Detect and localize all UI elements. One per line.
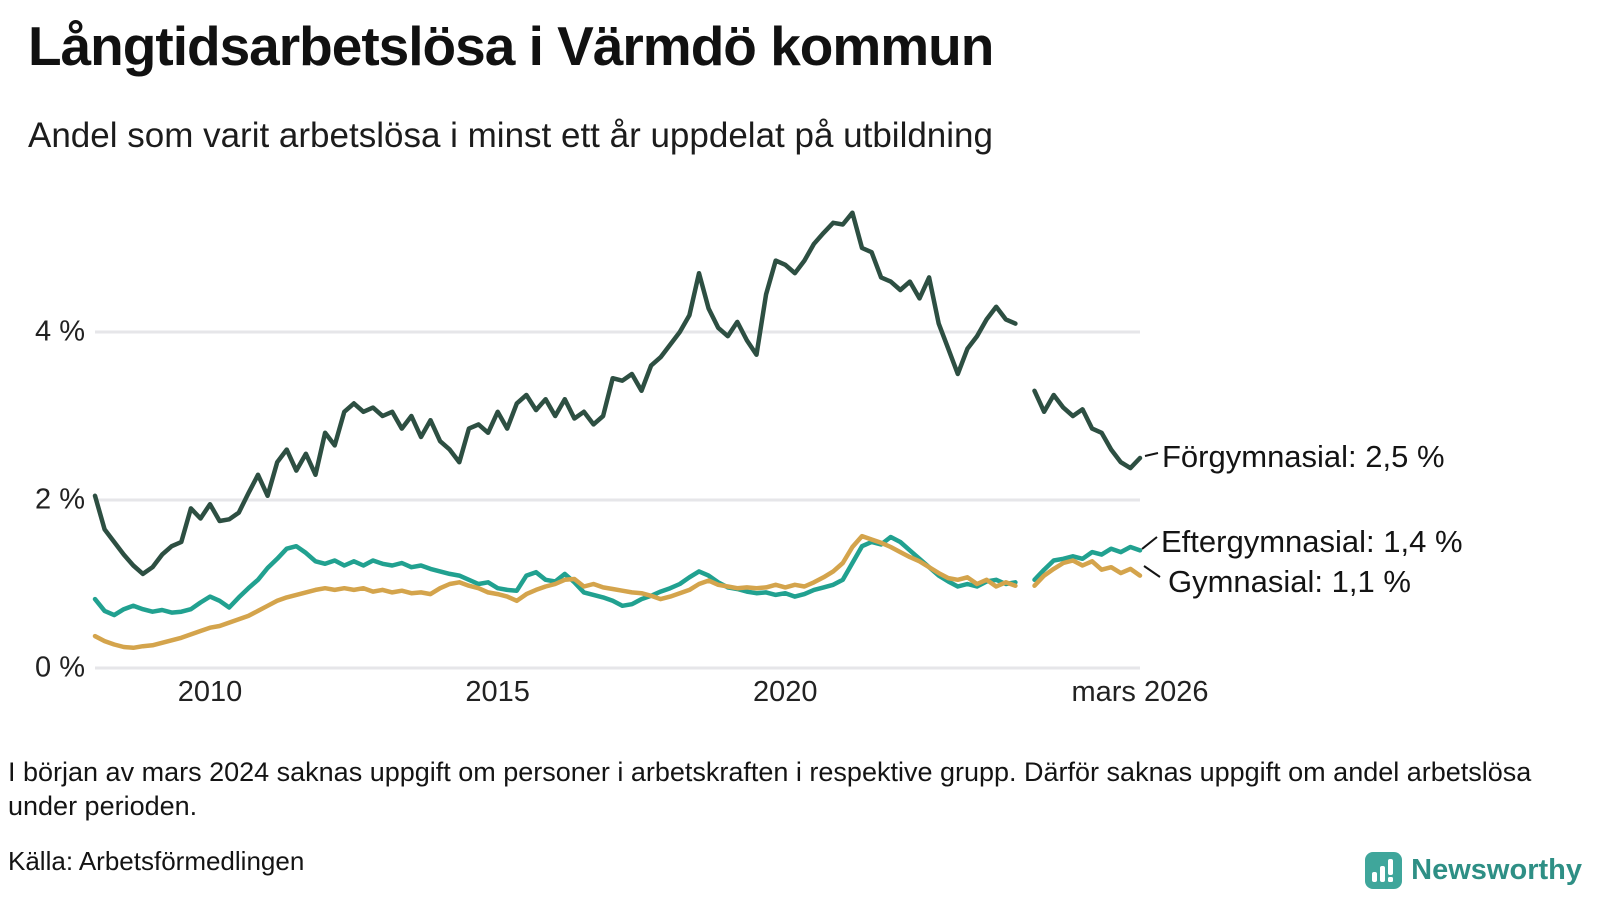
gridlines (95, 330, 1140, 670)
page-title: Långtidsarbetslösa i Värmdö kommun (28, 15, 994, 77)
y-tick-label: 2 % (35, 483, 85, 516)
connector-forgymnasial (1144, 452, 1159, 457)
y-tick-label: 4 % (35, 315, 85, 348)
source-credit: Källa: Arbetsförmedlingen (8, 846, 305, 876)
series-label-eftergymnasial: Eftergymnasial: 1,4 % (1161, 524, 1463, 559)
series-line-gymnasial (92, 533, 1143, 651)
series-label-gymnasial: Gymnasial: 1,1 % (1168, 564, 1411, 599)
series-label-forgymnasial: Förgymnasial: 2,5 % (1162, 439, 1445, 474)
series-lines (92, 210, 1143, 651)
y-tick-label: 0 % (35, 651, 85, 684)
x-tick-label: 2015 (465, 676, 530, 708)
footnote: I början av mars 2024 saknas uppgift om … (8, 757, 1532, 821)
series-line-förgymnasial (92, 210, 1143, 577)
x-tick-label: 2010 (177, 676, 243, 708)
label-connectors (1141, 452, 1161, 578)
brand-name: Newsworthy (1411, 854, 1582, 886)
chart-subtitle: Andel som varit arbetslösa i minst ett å… (28, 116, 993, 155)
connector-eftergymnasial (1141, 536, 1158, 550)
connector-gymnasial (1143, 565, 1161, 578)
series-line-eftergymnasial (92, 534, 1143, 618)
newsworthy-barchart-icon (1365, 852, 1403, 889)
brand-logo: Newsworthy (1365, 852, 1582, 889)
x-tick-label: mars 2026 (1071, 676, 1209, 708)
x-tick-label: 2020 (753, 676, 818, 708)
